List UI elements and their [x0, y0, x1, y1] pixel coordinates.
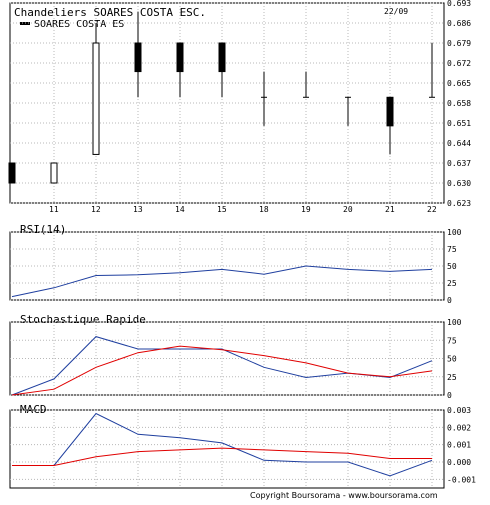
price-chart-title: Chandeliers SOARES COSTA ESC. [14, 6, 206, 19]
macd-y-tick-label: -0.001 [447, 475, 476, 484]
price-y-tick-label: 0.651 [447, 119, 471, 128]
price-x-tick-label: 18 [259, 205, 269, 214]
candle-body [386, 96, 394, 127]
macd-chart-title: MACD [20, 403, 47, 416]
rsi-y-tick-label: 75 [447, 245, 457, 254]
stochastic-series-line-1 [11, 336, 433, 396]
macd-panel-frame [9, 409, 445, 489]
stochastic-series-line-2 [11, 345, 433, 396]
price-x-tick-label: 12 [91, 205, 101, 214]
rsi-panel: RSI(14) 100 75 50 25 0 [9, 223, 462, 305]
macd-series-line-1 [12, 412, 433, 477]
candle [261, 71, 267, 126]
macd-series-line-2 [12, 447, 432, 466]
price-y-tick-label: 0.693 [447, 0, 471, 8]
price-y-tick-label: 0.665 [447, 79, 471, 88]
candle [386, 96, 394, 155]
price-y-tick-label: 0.623 [447, 199, 471, 208]
candle [218, 42, 226, 98]
price-y-tick-label: 0.658 [447, 99, 471, 108]
candle-body [218, 42, 226, 73]
stochastic-panel: Stochastique Rapide 100 75 50 25 0 [9, 313, 462, 400]
price-x-tick-label: 14 [175, 205, 185, 214]
candle [345, 96, 351, 126]
rsi-series-line-1 [11, 265, 433, 298]
candle-body [8, 162, 16, 184]
price-y-tick-label: 0.679 [447, 39, 471, 48]
candle [92, 23, 100, 155]
price-x-tick-label: 11 [49, 205, 59, 214]
price-panel: Chandeliers SOARES COSTA ESC. 22/09 SOAR… [8, 0, 471, 214]
macd-y-tick-label: 0.002 [447, 423, 471, 432]
rsi-y-tick-label: 100 [447, 228, 462, 237]
price-x-tick-label: 22 [427, 205, 437, 214]
candle-body [176, 42, 184, 73]
candle [50, 162, 58, 184]
rsi-y-tick-label: 0 [447, 296, 452, 305]
macd-y-tick-label: 0.000 [447, 458, 471, 467]
price-x-tick-label: 13 [133, 205, 143, 214]
price-y-tick-label: 0.672 [447, 59, 471, 68]
price-y-tick-label: 0.637 [447, 159, 471, 168]
price-x-tick-label: 15 [217, 205, 227, 214]
macd-y-tick-label: 0.001 [447, 441, 471, 450]
price-x-tick-label: 21 [385, 205, 395, 214]
candle [8, 162, 16, 184]
candle-body [92, 42, 100, 155]
macd-panel: MACD 0.003 0.002 0.001 0.000 -0.001 [9, 403, 476, 489]
stochastic-chart-title: Stochastique Rapide [20, 313, 146, 326]
stochastic-y-tick-label: 25 [447, 373, 457, 382]
legend-label: SOARES COSTA ES [34, 19, 124, 30]
price-x-tick-label: 19 [301, 205, 311, 214]
macd-y-tick-label: 0.003 [447, 406, 471, 415]
price-y-tick-label: 0.630 [447, 179, 471, 188]
price-y-tick-label: 0.644 [447, 139, 471, 148]
rsi-chart-title: RSI(14) [20, 223, 66, 236]
candle-body [50, 162, 58, 184]
candle [429, 43, 435, 98]
stochastic-y-tick-label: 50 [447, 355, 457, 364]
candle [134, 11, 142, 98]
price-x-tick-label: 20 [343, 205, 353, 214]
stochastic-y-tick-label: 100 [447, 318, 462, 327]
price-y-tick-label: 0.686 [447, 19, 471, 28]
candle [176, 42, 184, 98]
copyright-text: Copyright Boursorama - www.boursorama.co… [250, 491, 438, 500]
stochastic-y-tick-label: 0 [447, 391, 452, 400]
rsi-y-tick-label: 50 [447, 262, 457, 271]
price-chart-date: 22/09 [384, 7, 408, 16]
candle [303, 71, 309, 98]
stochastic-y-tick-label: 75 [447, 336, 457, 345]
rsi-y-tick-label: 25 [447, 279, 457, 288]
candle-body [134, 42, 142, 73]
